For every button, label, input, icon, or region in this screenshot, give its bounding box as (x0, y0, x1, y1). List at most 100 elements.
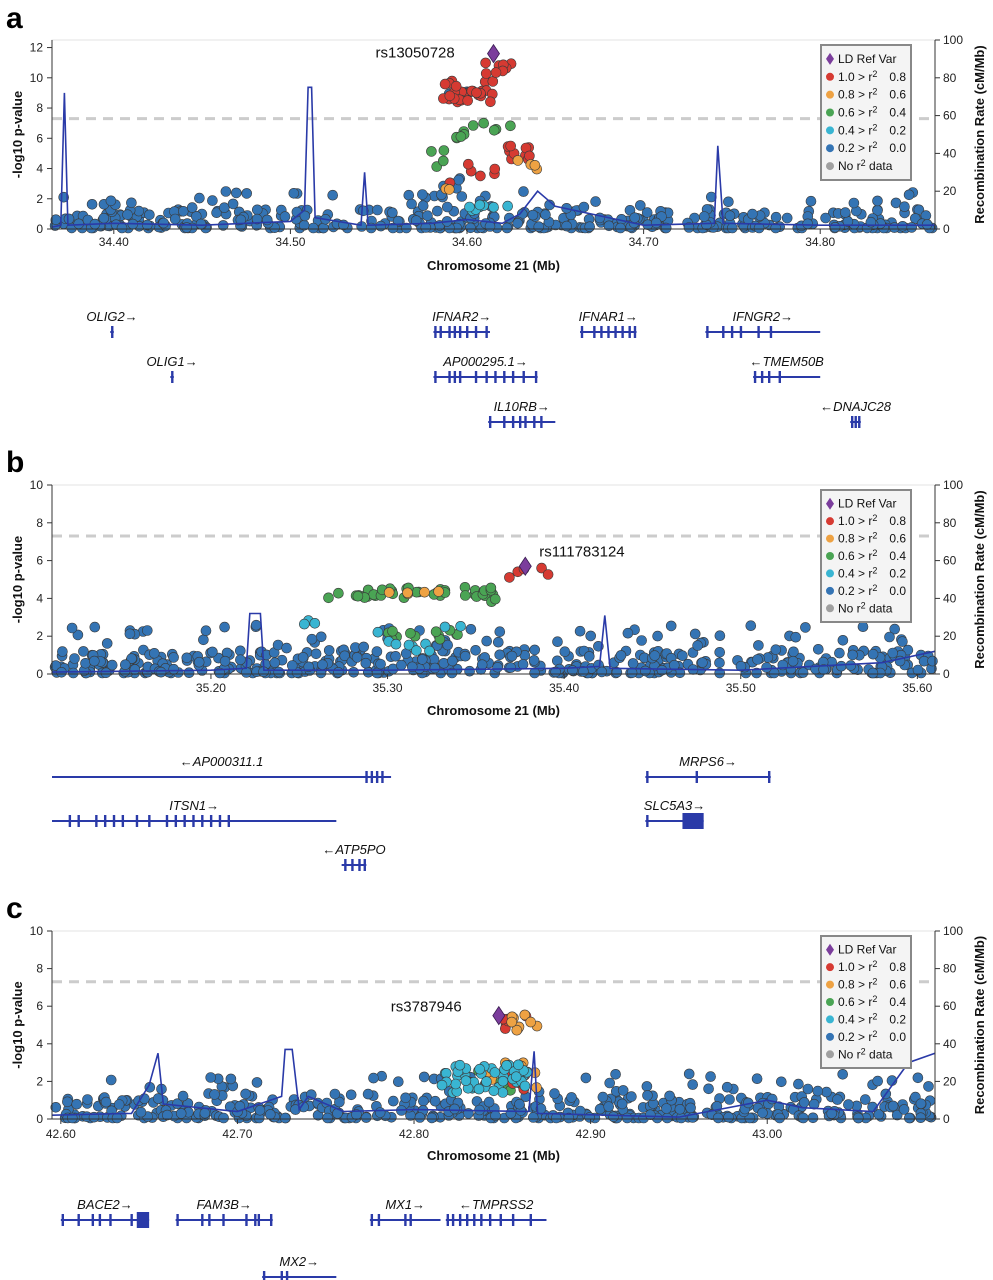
y2-axis-title: Recombination Rate (cM/Mb) (972, 936, 987, 1114)
snp-point (927, 655, 938, 667)
y-tick-label: 4 (36, 591, 43, 605)
gene-ifngr2: IFNGR2→ (705, 309, 821, 338)
snp-point (504, 572, 515, 583)
gene-exon (760, 371, 764, 383)
legend-bin-label: 0.2 > r2 0.0 (838, 583, 906, 598)
y-tick-label: 12 (30, 41, 44, 55)
snp-point (615, 650, 627, 661)
snp-point (536, 562, 547, 574)
gene-exon (499, 1214, 502, 1226)
snp-point (590, 196, 601, 207)
snp-point (626, 667, 638, 679)
snp-point (683, 1068, 695, 1080)
recombination-rate-line (51, 612, 936, 673)
gene-exon (695, 771, 698, 783)
snp-point (703, 1083, 714, 1095)
snp-point (241, 188, 252, 199)
snp-point (859, 1094, 871, 1105)
gene-mx2: MX2→ (262, 1254, 337, 1280)
snp-point (616, 1098, 628, 1110)
snp-point (471, 87, 482, 98)
snp-point (745, 620, 757, 632)
snp-point (455, 620, 466, 632)
snp-point (775, 1076, 787, 1088)
snp-point (751, 1073, 763, 1084)
snp-point (420, 222, 432, 233)
snp-point (178, 206, 189, 217)
snp-point (692, 640, 703, 651)
snp-point (191, 211, 202, 222)
snp-point (834, 647, 845, 659)
gene-track: OLIG2→ OLIG1→ IFNAR2→ AP000295.1→ IL10RB→ IFN… (86, 309, 892, 428)
snp-point (372, 204, 383, 216)
snp-point (126, 197, 137, 209)
snp-point (837, 1069, 849, 1080)
snp-point (712, 1112, 724, 1124)
snp-point (580, 1072, 592, 1084)
gene-exon (511, 371, 515, 383)
snp-point (395, 659, 407, 671)
gene-exon (503, 416, 506, 428)
snp-point (120, 659, 131, 671)
legend-nodata-swatch (826, 604, 834, 613)
snp-point (392, 1076, 404, 1087)
gene-exon (201, 1214, 204, 1226)
snp-point (527, 1112, 539, 1123)
snp-point (195, 218, 207, 230)
gene-label: AP000295.1→ (442, 354, 528, 369)
snp-point (297, 651, 309, 663)
snp-point (897, 636, 908, 647)
snp-point (867, 648, 879, 660)
snp-point (219, 621, 230, 633)
snp-point (661, 1103, 672, 1114)
y2-tick-label: 0 (943, 1112, 950, 1126)
snp-point (80, 657, 91, 669)
legend-bin-label: 0.4 > r2 0.2 (838, 122, 906, 137)
snp-point (668, 659, 680, 671)
snp-point (489, 593, 501, 605)
ld-legend: LD Ref Var 1.0 > r2 0.8 0.8 > r2 0.6 0.6 > r2… (820, 44, 912, 181)
snp-point (424, 645, 435, 657)
snp-point (683, 222, 695, 233)
snp-point (371, 646, 383, 657)
snp-point (923, 1081, 934, 1092)
snp-point (644, 1109, 656, 1120)
snp-point (735, 660, 747, 672)
legend-bin-label: 0.6 > r2 0.4 (838, 548, 906, 563)
x-tick-label: 34.70 (629, 235, 659, 249)
snp-point (429, 662, 441, 674)
snp-point (403, 639, 415, 651)
snp-point (405, 627, 416, 639)
snp-point (279, 1112, 291, 1124)
snp-point (402, 587, 413, 599)
gene-exon (409, 1214, 412, 1226)
snp-point (200, 625, 212, 637)
snp-point (449, 1103, 460, 1115)
gene-exon (245, 1214, 248, 1226)
snp-point (227, 198, 239, 210)
snp-point (475, 170, 486, 182)
snp-point (86, 199, 98, 210)
legend-nodata-label: No r2 data (838, 600, 893, 615)
gene-exon (208, 1214, 211, 1226)
gene-ifnar2: IFNAR2→ (432, 309, 491, 338)
y2-tick-label: 60 (943, 554, 957, 568)
gene-exon (488, 416, 492, 428)
snp-point (661, 1112, 673, 1124)
y-tick-label: 2 (36, 629, 43, 643)
snp-point (897, 221, 908, 232)
x-axis-title: Chromosome 21 (Mb) (427, 258, 560, 273)
snp-point (251, 204, 263, 216)
gene-exon (628, 326, 631, 338)
snp-point (485, 582, 497, 594)
snp-point (884, 631, 895, 643)
gene-exon (176, 1214, 179, 1226)
snp-point (357, 205, 369, 217)
snp-point (205, 1072, 216, 1083)
snp-point (193, 656, 205, 668)
snp-point (903, 1112, 915, 1124)
y-tick-label: 0 (36, 1112, 43, 1126)
snp-point (685, 1102, 696, 1114)
snp-point (455, 131, 467, 142)
snp-point (757, 1107, 768, 1119)
